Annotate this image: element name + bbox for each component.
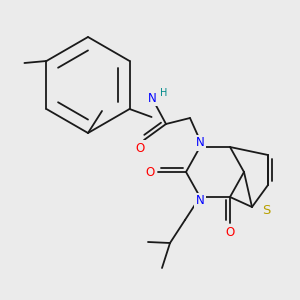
Text: O: O — [225, 226, 235, 238]
Text: O: O — [135, 142, 145, 154]
Text: O: O — [146, 166, 154, 178]
Text: N: N — [196, 194, 204, 208]
Text: H: H — [160, 88, 168, 98]
Text: N: N — [148, 92, 156, 104]
Text: S: S — [262, 205, 270, 218]
Text: N: N — [196, 136, 204, 149]
